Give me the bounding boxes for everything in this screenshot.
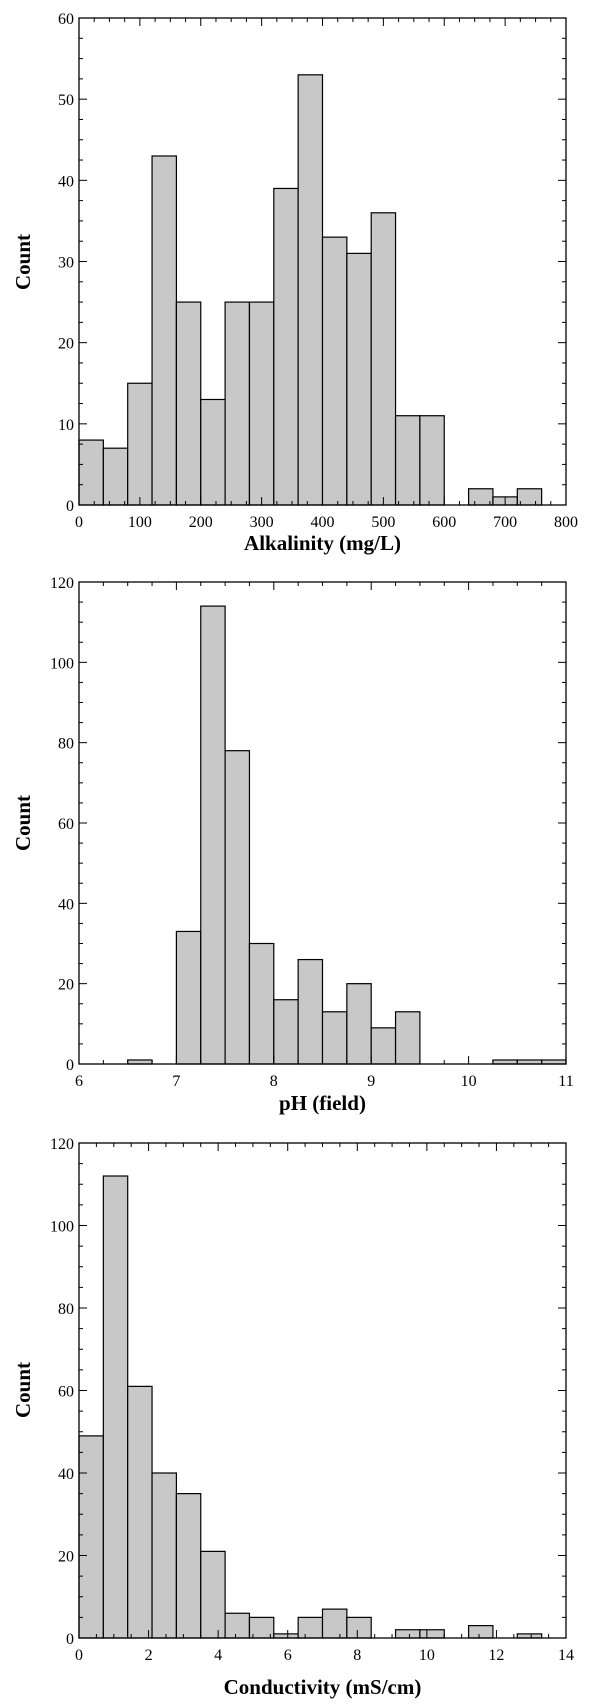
x-tick-label: 6 bbox=[75, 1073, 83, 1090]
y-tick-label: 0 bbox=[66, 498, 74, 515]
histogram-bar bbox=[248, 301, 275, 506]
histogram-bar bbox=[78, 1435, 104, 1639]
x-axis-label: pH (field) bbox=[279, 1091, 366, 1115]
histogram-bar bbox=[297, 1616, 324, 1639]
histogram-bar bbox=[321, 236, 348, 506]
x-tick-label: 10 bbox=[461, 1073, 477, 1090]
histogram-bar bbox=[175, 930, 202, 1065]
x-tick-label: 700 bbox=[493, 514, 517, 531]
histogram-bar bbox=[102, 447, 129, 506]
x-tick-label: 12 bbox=[488, 1647, 504, 1664]
x-tick-label: 8 bbox=[353, 1647, 361, 1664]
histogram-bar bbox=[346, 983, 372, 1065]
y-tick-label: 60 bbox=[58, 1384, 74, 1401]
histogram-bar bbox=[297, 74, 324, 506]
x-tick-label: 800 bbox=[554, 514, 578, 531]
x-tick-label: 0 bbox=[75, 1647, 83, 1664]
histogram-bar bbox=[102, 1175, 129, 1639]
y-tick-label: 80 bbox=[58, 1301, 74, 1318]
histogram-bar bbox=[200, 1550, 226, 1639]
alkalinity-histogram: 0 100 200 300 400 500 600 700 800 0 10 20 30 40 50 60 Al… bbox=[11, 11, 578, 555]
y-tick-label: 20 bbox=[58, 336, 74, 353]
x-tick-label: 6 bbox=[284, 1647, 292, 1664]
histogram-bar bbox=[321, 1608, 348, 1639]
x-tick-label: 8 bbox=[270, 1073, 278, 1090]
histogram-bar bbox=[127, 382, 153, 506]
x-tick-label: 300 bbox=[250, 514, 274, 531]
histogram-bar bbox=[200, 605, 226, 1065]
x-tick-label: 2 bbox=[145, 1647, 153, 1664]
y-tick-label: 30 bbox=[58, 255, 74, 272]
y-tick-label: 100 bbox=[50, 1219, 74, 1236]
y-tick-label: 120 bbox=[50, 1136, 74, 1153]
histogram-bar bbox=[370, 1027, 397, 1065]
histogram-bar bbox=[151, 155, 178, 506]
ph-histogram: 6 7 8 9 10 11 0 20 40 60 80 100 120 pH (field) Count bbox=[11, 575, 574, 1115]
histogram-bar bbox=[297, 958, 324, 1065]
y-tick-label: 10 bbox=[58, 417, 74, 434]
histogram-bar bbox=[468, 488, 494, 506]
x-tick-label: 100 bbox=[128, 514, 152, 531]
histogram-bar bbox=[394, 1629, 421, 1639]
histogram-bar bbox=[394, 415, 421, 506]
histogram-bar bbox=[346, 252, 372, 506]
histogram-bar bbox=[127, 1385, 153, 1639]
histogram-bar bbox=[273, 187, 299, 506]
y-axis-label: Count bbox=[11, 795, 35, 851]
histogram-bar bbox=[394, 1011, 421, 1065]
histogram-bar bbox=[175, 301, 202, 506]
y-tick-label: 60 bbox=[58, 11, 74, 28]
x-tick-label: 11 bbox=[558, 1073, 573, 1090]
histogram-bar bbox=[516, 488, 543, 506]
y-tick-label: 40 bbox=[58, 896, 74, 913]
x-tick-label: 0 bbox=[75, 514, 83, 531]
histogram-bar bbox=[346, 1616, 372, 1639]
x-tick-label: 7 bbox=[172, 1073, 180, 1090]
histogram-bar bbox=[224, 301, 251, 506]
y-axis-label: Count bbox=[11, 1362, 35, 1418]
histogram-bar bbox=[321, 1011, 348, 1065]
y-tick-label: 60 bbox=[58, 816, 74, 833]
y-tick-label: 0 bbox=[66, 1631, 74, 1648]
x-tick-label: 500 bbox=[371, 514, 395, 531]
y-tick-label: 20 bbox=[58, 977, 74, 994]
x-tick-label: 14 bbox=[558, 1647, 574, 1664]
y-axis-label: Count bbox=[11, 234, 35, 290]
histogram-bar bbox=[370, 212, 397, 506]
y-tick-label: 80 bbox=[58, 736, 74, 753]
x-tick-label: 4 bbox=[214, 1647, 222, 1664]
histogram-bar bbox=[200, 398, 226, 506]
histogram-bar bbox=[224, 750, 251, 1065]
x-axis-label: Conductivity (mS/cm) bbox=[224, 1675, 422, 1699]
y-tick-label: 50 bbox=[58, 92, 74, 109]
y-tick-label: 100 bbox=[50, 655, 74, 672]
y-tick-label: 40 bbox=[58, 173, 74, 190]
conductivity-histogram: 0 2 4 6 8 10 12 14 0 20 40 60 80 100 120 Conductivity (… bbox=[11, 1136, 574, 1699]
x-tick-label: 200 bbox=[189, 514, 213, 531]
histogram-bar bbox=[248, 942, 275, 1065]
x-tick-label: 400 bbox=[311, 514, 335, 531]
x-tick-label: 9 bbox=[367, 1073, 375, 1090]
histogram-bar bbox=[419, 415, 445, 506]
histogram-bar bbox=[468, 1625, 494, 1639]
x-axis-label: Alkalinity (mg/L) bbox=[244, 531, 401, 555]
histogram-bar bbox=[151, 1472, 178, 1639]
x-tick-label: 600 bbox=[432, 514, 456, 531]
x-tick-label: 10 bbox=[419, 1647, 435, 1664]
histogram-bar bbox=[224, 1612, 251, 1639]
y-tick-label: 120 bbox=[50, 575, 74, 592]
histogram-bar bbox=[419, 1629, 445, 1639]
histogram-bar bbox=[273, 999, 299, 1065]
y-tick-label: 0 bbox=[66, 1057, 74, 1074]
histogram-bar bbox=[78, 439, 104, 506]
y-tick-label: 40 bbox=[58, 1466, 74, 1483]
histogram-bar bbox=[175, 1493, 202, 1639]
y-tick-label: 20 bbox=[58, 1549, 74, 1566]
